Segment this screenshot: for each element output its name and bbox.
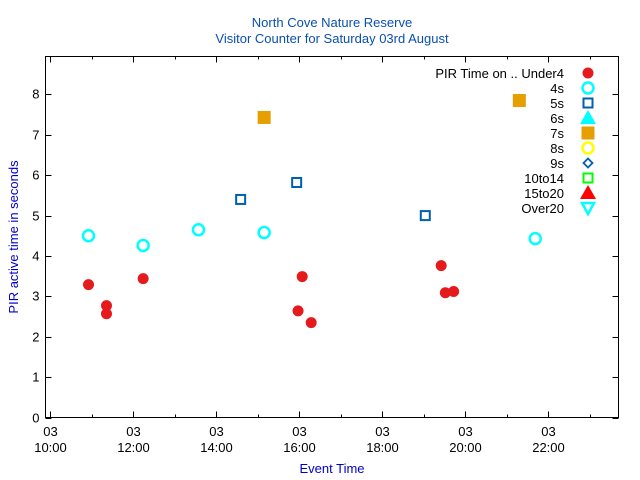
chart-subtitle: Visitor Counter for Saturday 03rd August [215, 31, 449, 46]
data-point-5s [291, 176, 303, 188]
x-tick-label-day: 03 [43, 424, 57, 439]
legend-marker-over20 [579, 201, 597, 217]
x-tick-label-day: 03 [292, 424, 306, 439]
data-point-4s [257, 225, 271, 240]
legend-label-8s: 8s [550, 141, 564, 156]
x-tick-label-time: 22:00 [532, 440, 565, 455]
data-point-4s [81, 229, 96, 243]
x-axis-label: Event Time [299, 461, 364, 476]
legend-label-6s: 6s [550, 111, 564, 126]
data-point-under4 [137, 273, 149, 285]
legend-marker-9s [582, 157, 594, 169]
x-tick-label-day: 03 [541, 424, 555, 439]
data-point-4s [191, 222, 206, 237]
x-tick-label-time: 14:00 [200, 440, 233, 455]
legend-label-5s: 5s [550, 96, 564, 111]
y-tick-label: 3 [32, 289, 39, 304]
legend-marker-15to20 [580, 185, 596, 199]
y-tick-label: 6 [32, 168, 39, 183]
y-tick-label: 1 [32, 370, 39, 385]
x-tick-label-time: 16:00 [283, 440, 316, 455]
data-point-under4 [100, 300, 112, 312]
data-point-7s [512, 94, 526, 108]
y-tick-label: 8 [32, 87, 39, 102]
legend-label-15to20: 15to20 [524, 186, 564, 201]
legend-label-10to14: 10to14 [524, 171, 564, 186]
plot-frame [45, 56, 619, 418]
legend-marker-10to14 [582, 172, 594, 184]
legend-label-4s: 4s [550, 81, 564, 96]
legend-marker-4s [581, 81, 595, 95]
data-point-under4 [296, 271, 308, 283]
data-point-4s [136, 238, 150, 253]
legend: PIR Time on .. Under44s5s6s7s8s9s10to141… [435, 66, 597, 217]
x-tick-label-time: 10:00 [34, 440, 67, 455]
data-point-5s [235, 193, 247, 205]
data-point-5s [419, 210, 431, 222]
chart-title: North Cove Nature Reserve [252, 15, 412, 30]
x-tick-label-day: 03 [126, 424, 140, 439]
legend-marker-6s [580, 110, 596, 124]
y-tick-label: 4 [32, 249, 39, 264]
legend-label-under4: PIR Time on .. Under4 [435, 66, 564, 81]
legend-label-7s: 7s [550, 126, 564, 141]
y-axis-label: PIR active time in seconds [6, 160, 21, 314]
legend-marker-5s [582, 97, 594, 109]
y-tick-label: 2 [32, 330, 39, 345]
data-point-7s [257, 110, 271, 124]
x-tick-label-day: 03 [458, 424, 472, 439]
data-point-under4 [292, 305, 304, 317]
data-point-under4 [439, 287, 451, 299]
y-tick-label: 5 [32, 209, 39, 224]
y-tick-label: 0 [32, 411, 39, 426]
y-tick-label: 7 [32, 128, 39, 143]
x-tick-label-time: 20:00 [449, 440, 482, 455]
legend-label-over20: Over20 [521, 201, 564, 216]
legend-marker-8s [581, 141, 595, 155]
legend-marker-under4 [582, 67, 594, 79]
data-point-4s [528, 231, 542, 246]
x-tick-label-time: 18:00 [366, 440, 399, 455]
x-tick-label-day: 03 [209, 424, 223, 439]
legend-label-9s: 9s [550, 156, 564, 171]
data-point-under4 [435, 260, 447, 272]
data-point-under4 [448, 286, 460, 298]
data-points [81, 94, 542, 329]
data-point-under4 [305, 317, 317, 329]
axes: 0123456780310:000312:000314:000316:00031… [32, 56, 619, 455]
data-point-under4 [100, 308, 112, 320]
legend-marker-7s [581, 126, 595, 140]
x-tick-label-day: 03 [375, 424, 389, 439]
data-point-under4 [83, 279, 95, 291]
x-tick-label-time: 12:00 [117, 440, 150, 455]
